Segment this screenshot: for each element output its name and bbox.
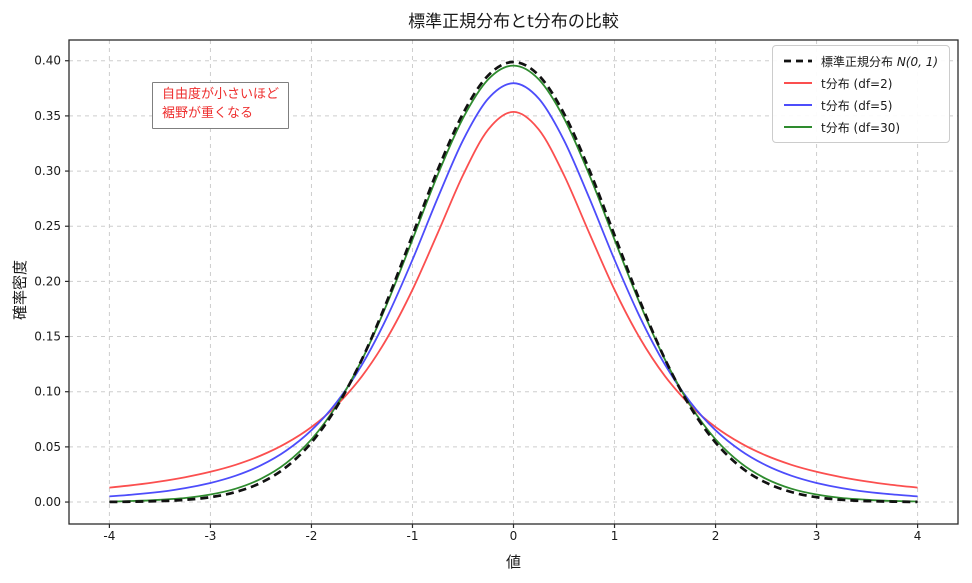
x-axis-label: 値 — [505, 553, 521, 571]
x-tick-label: -3 — [204, 529, 216, 543]
chart-title: 標準正規分布とt分布の比較 — [408, 12, 619, 32]
y-tick-label: 0.10 — [34, 385, 61, 399]
legend-label: t分布 (df=30) — [821, 120, 901, 135]
y-tick-label: 0.00 — [34, 495, 61, 509]
legend-line-sample — [784, 126, 812, 128]
legend-item: 標準正規分布 N(0, 1) — [783, 53, 941, 69]
legend-label-math: N(0, 1) — [896, 54, 939, 69]
legend-line-sample — [784, 104, 812, 106]
y-tick-label: 0.25 — [34, 219, 61, 233]
annotation-box: 自由度が小さいほど 裾野が重くなる — [152, 82, 290, 129]
y-tick-label: 0.20 — [34, 274, 61, 288]
x-tick-label: 1 — [611, 529, 619, 543]
legend-label: t分布 (df=2) — [821, 76, 893, 91]
curve-tdf=5 — [109, 82, 918, 498]
x-tick-label: -4 — [103, 529, 115, 543]
legend-item: t分布 (df=5) — [783, 97, 941, 113]
y-axis-label: 確率密度 — [11, 259, 29, 320]
x-tick-label: 2 — [712, 529, 720, 543]
legend-line-sample — [784, 82, 812, 84]
curve-normal — [109, 60, 918, 504]
y-tick-label: 0.35 — [34, 109, 61, 123]
legend-item: t分布 (df=2) — [783, 75, 941, 91]
legend-label: 標準正規分布 N(0, 1) — [821, 54, 939, 69]
legend-line-sample — [784, 59, 812, 63]
x-tick-label: -2 — [305, 529, 317, 543]
legend-item: t分布 (df=30) — [783, 119, 941, 135]
x-tick-label: 3 — [813, 529, 821, 543]
annotation-line-2: 裾野が重くなる — [162, 105, 254, 121]
x-tick-label: -1 — [406, 529, 418, 543]
y-tick-label: 0.40 — [34, 54, 61, 68]
x-tick-label: 4 — [914, 529, 922, 543]
legend-label: t分布 (df=5) — [821, 98, 893, 113]
x-tick-label: 0 — [510, 529, 518, 543]
y-tick-label: 0.15 — [34, 330, 61, 344]
y-tick-label: 0.30 — [34, 164, 61, 178]
legend: 標準正規分布 N(0, 1) t分布 (df=2) t分布 (df=5) t分布 (d… — [772, 45, 950, 143]
annotation-line-1: 自由度が小さいほど — [162, 87, 280, 102]
y-tick-label: 0.05 — [34, 440, 61, 454]
curve-tdf=2 — [109, 110, 918, 489]
curve-tdf=30 — [109, 64, 918, 503]
